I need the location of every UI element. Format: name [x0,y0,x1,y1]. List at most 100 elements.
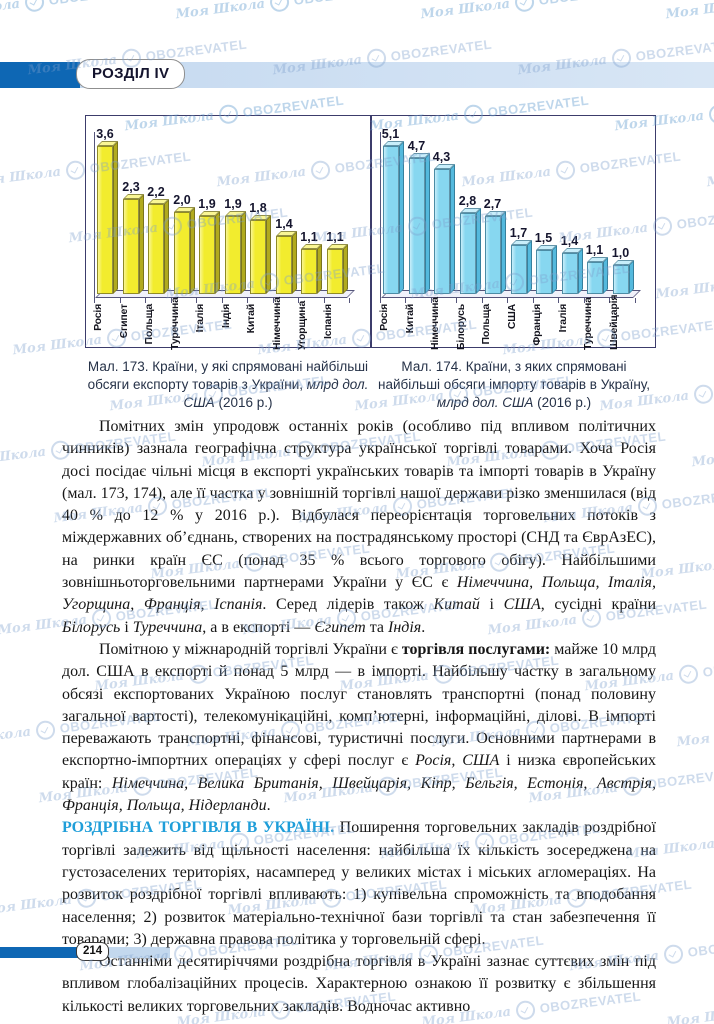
watermark-script-text: Моя Школа [705,165,714,191]
category-label: Італія [556,304,569,333]
text-run: і [479,596,504,614]
watermark-logo-icon [34,719,56,741]
category-label: Німеччина [428,297,441,350]
bar [250,220,266,294]
bar-value-label: 2,3 [122,180,140,194]
bar-side-face [190,207,195,294]
bar [97,146,113,294]
bar-side-face [398,141,404,294]
watermark-brand-text: OBOZREVATEL [660,484,714,512]
text-run: Помітних змін упродовж останніх років (о… [62,418,656,592]
footer-bar-dark [0,947,78,958]
text-run: . Серед лідерів також [262,596,434,614]
bar-side-face [602,257,608,294]
text-run: . [421,618,426,636]
bar-value-label: 1,1 [300,230,318,244]
y-axis-line [94,132,95,298]
watermark-brand-text: OBOZREVATEL [538,0,641,8]
watermark-script-text: Моя Школа [0,444,47,471]
bar [123,199,139,294]
watermark-brand-text: OBOZREVATEL [701,652,714,680]
export-bar-chart: 3,6 Росія 2,3 Єгипет 2,2 Польща 2,0 Туреччина 1,… [86,116,370,350]
bar [535,250,552,294]
text-run: Китай [433,596,480,614]
text-run: Німеччина, Польща, Італія, Угорщина, Фра… [62,574,656,614]
text-run: Білорусь [62,618,121,636]
bar-side-face [628,260,634,294]
text-run: торгівля послугами: [401,640,551,658]
bar-value-label: 2,0 [173,193,191,207]
watermark-brand-text: OBOZREVATEL [634,36,714,64]
watermark-brand-text: OBOZREVATEL [675,204,714,232]
category-label: Росія [377,304,390,331]
category-label: Франція [530,304,543,346]
watermark-script-text: Моя Школа [0,0,21,22]
bar-side-face [424,153,430,294]
bar-side-face [449,164,455,294]
watermark-script-text: Моя Школа [174,0,266,23]
watermark-logo-icon [692,383,714,405]
bar-side-face [500,211,506,294]
text-run: США [503,596,541,614]
caption-year: (2016 р.) [537,394,592,410]
bar [586,262,603,294]
axis-tick [456,298,457,303]
bar [459,213,476,294]
axis-tick [507,298,508,303]
text-run: . [266,797,271,815]
bar-side-face [113,141,118,294]
page-number: 214 [76,942,110,961]
watermark-logo-icon [513,0,535,13]
axis-tick [481,298,483,303]
text-run: і низка європейських країн: [62,752,657,792]
watermark-logo-icon [662,943,684,965]
watermark-script-text: Моя Школа [654,276,714,303]
chart-divider [370,116,372,347]
bar [484,216,501,294]
bar-value-label: 1,9 [198,197,216,211]
bar-side-face [164,199,169,294]
axis-tick [94,298,95,303]
category-label: Іспанія [322,304,334,339]
category-label: Швейцарія [607,294,620,350]
text-run: та [365,618,388,636]
paragraph: Помітних змін упродовж останніх років (о… [62,416,656,639]
watermark-script-text: Моя Школа [419,0,511,23]
axis-tick [247,298,248,303]
axis-tick [430,298,432,303]
bar-value-label: 2,2 [147,185,165,199]
category-label: Польща [479,304,492,345]
axis-tick [170,298,172,303]
text-run: , а в експорті — [202,618,315,636]
chapter-label: РОЗДІЛ IV [76,59,186,89]
axis-tick [119,298,121,303]
bar [327,249,343,294]
axis-tick [221,298,223,303]
bar-value-label: 3,6 [96,127,114,141]
bar [382,146,399,294]
watermark-logo-icon [64,159,86,181]
bar [148,204,164,294]
article-text: Помітних змін упродовж останніх років (о… [62,416,656,1018]
bar [433,169,450,294]
axis-tick [634,298,636,303]
watermark-brand-text: OBOZREVATEL [686,932,714,960]
category-label: Білорусь [454,304,467,350]
paragraph: РОЗДРІБНА ТОРГІВЛЯ В УКРАЇНІ. Поширення … [62,817,656,951]
bar-value-label: 5,1 [381,127,400,141]
caption-text: Мал. 174. Країни, з яких спрямовані найб… [378,359,650,392]
bar [612,265,629,294]
bar-side-face [551,245,557,294]
bar-side-face [241,211,246,294]
watermark-logo-icon [268,0,290,13]
category-label: Єгипет [118,304,130,339]
text-run: Росія, США [415,752,500,770]
footer-bar-light [78,947,170,958]
